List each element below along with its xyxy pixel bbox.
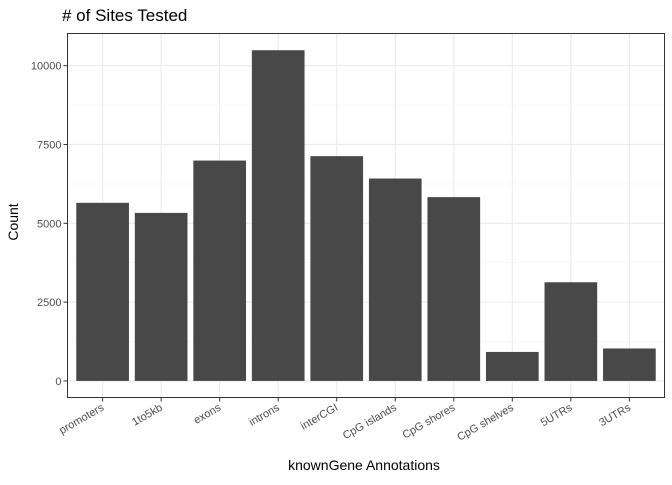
x-tick-label: CpG islands: [341, 401, 399, 442]
bar-exons: [193, 160, 247, 381]
x-tick-label: CpG shelves: [455, 401, 516, 443]
x-axis-ticks: promoters 1to5kb exons introns interCGI CpG i…: [57, 397, 633, 444]
x-tick-label: 5UTRs: [539, 401, 575, 429]
chart-title: # of Sites Tested: [62, 6, 187, 25]
x-tick-label: CpG shores: [400, 401, 457, 441]
x-tick-label: interCGI: [299, 402, 340, 433]
y-axis-ticks: 0 2500 5000 7500 10000: [31, 61, 68, 388]
bars: [76, 50, 656, 381]
bar-cpg-shelves: [485, 351, 539, 381]
bar-3utrs: [603, 348, 656, 381]
y-axis-title: Count: [5, 203, 21, 240]
y-tick-label: 5000: [37, 218, 61, 230]
panel-border: [67, 33, 665, 398]
y-tick-label: 2500: [37, 297, 61, 309]
y-tick-label: 7500: [37, 139, 61, 151]
y-tick-label: 10000: [31, 61, 62, 73]
bar-5utrs: [544, 282, 598, 381]
x-tick-label: exons: [192, 401, 224, 426]
x-tick-label: 3UTRs: [597, 401, 633, 429]
x-axis-title: knownGene Annotations: [288, 457, 440, 473]
bar-promoters: [76, 202, 129, 381]
x-tick-label: promoters: [57, 401, 106, 436]
x-tick-label: introns: [247, 401, 282, 428]
y-tick-label: 0: [55, 376, 61, 388]
bar-cpg-shores: [427, 197, 481, 381]
bar-cpg-islands: [368, 178, 422, 381]
bar-intercgi: [310, 156, 364, 381]
x-tick-label: 1to5kb: [130, 402, 165, 429]
bar-1to5kb: [134, 212, 188, 381]
bar-introns: [251, 50, 305, 381]
